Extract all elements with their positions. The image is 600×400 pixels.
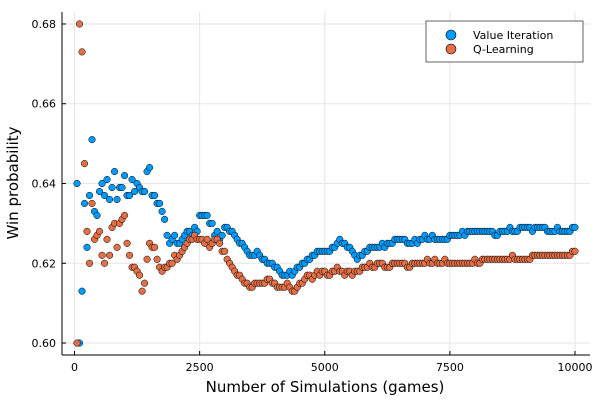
data-point-value-iteration — [121, 171, 129, 180]
x-tick-label: 2500 — [186, 361, 214, 374]
data-point-q-learning — [73, 339, 81, 347]
data-point-q-learning — [80, 160, 89, 168]
x-axis-title: Number of Simulations (games) — [206, 378, 445, 396]
data-point-value-iteration — [85, 191, 94, 200]
data-point-value-iteration — [171, 231, 179, 239]
data-point-value-iteration — [156, 199, 164, 207]
legend-label-value-iteration: Value Iteration — [473, 29, 553, 42]
data-point-q-learning — [121, 211, 129, 219]
data-point-value-iteration — [73, 179, 81, 188]
data-point-q-learning — [221, 247, 229, 255]
data-point-value-iteration — [208, 219, 216, 227]
y-tick-label: 0.64 — [32, 178, 57, 191]
data-point-value-iteration — [93, 211, 101, 219]
data-point-value-iteration — [146, 164, 154, 172]
data-point-q-learning — [151, 243, 159, 251]
data-point-value-iteration — [98, 179, 106, 188]
data-point-value-iteration — [141, 187, 149, 196]
data-point-q-learning — [106, 251, 114, 259]
data-point-value-iteration — [163, 231, 171, 239]
data-point-q-learning — [100, 259, 109, 267]
data-point-q-learning — [153, 255, 161, 263]
data-point-q-learning — [168, 259, 176, 267]
data-point-value-iteration — [213, 227, 221, 235]
data-points — [73, 20, 579, 347]
y-tick-label: 0.60 — [32, 337, 57, 350]
data-point-value-iteration — [108, 183, 116, 192]
data-point-q-learning — [98, 251, 106, 259]
data-point-value-iteration — [78, 287, 86, 295]
data-point-q-learning — [75, 20, 84, 28]
data-point-q-learning — [113, 243, 121, 251]
data-point-value-iteration — [203, 211, 211, 219]
data-point-value-iteration — [88, 136, 96, 144]
axes — [61, 12, 590, 356]
data-point-q-learning — [136, 271, 144, 279]
data-point-value-iteration — [151, 191, 159, 200]
data-point-value-iteration — [131, 187, 139, 196]
y-tick-label: 0.68 — [32, 18, 57, 31]
data-point-value-iteration — [106, 195, 114, 203]
x-tick-label: 10000 — [557, 361, 592, 374]
data-point-value-iteration — [95, 187, 104, 196]
data-point-value-iteration — [100, 191, 109, 200]
data-point-value-iteration — [83, 243, 91, 251]
data-point-q-learning — [83, 227, 91, 235]
legend: Value Iteration Q-Learning — [425, 20, 584, 63]
data-point-value-iteration — [161, 215, 169, 223]
data-point-q-learning — [103, 235, 111, 243]
y-axis-title: Win probability — [4, 126, 22, 239]
x-tick-label: 7500 — [436, 361, 464, 374]
data-point-value-iteration — [118, 183, 126, 192]
x-tick-label: 5000 — [311, 361, 339, 374]
data-point-q-learning — [216, 239, 224, 247]
data-point-value-iteration — [128, 175, 136, 184]
legend-box — [425, 20, 584, 63]
y-tick-label: 0.62 — [32, 257, 57, 270]
data-point-q-learning — [143, 255, 151, 263]
data-point-q-learning — [88, 199, 96, 207]
data-point-q-learning — [203, 235, 211, 243]
x-tick-label: 0 — [71, 361, 78, 374]
data-point-value-iteration — [571, 223, 579, 231]
data-point-value-iteration — [218, 231, 226, 239]
data-point-q-learning — [78, 48, 86, 56]
legend-marker-q-learning — [445, 43, 457, 55]
legend-marker-value-iteration — [445, 29, 457, 41]
y-tick-label: 0.66 — [32, 98, 57, 111]
data-point-q-learning — [141, 279, 149, 287]
data-point-q-learning — [126, 251, 134, 259]
data-point-q-learning — [95, 227, 104, 235]
data-point-value-iteration — [126, 191, 134, 200]
data-point-value-iteration — [111, 167, 119, 176]
legend-label-q-learning: Q-Learning — [473, 43, 534, 56]
data-point-q-learning — [571, 247, 579, 255]
data-point-value-iteration — [113, 195, 121, 203]
data-point-q-learning — [123, 239, 131, 247]
data-point-q-learning — [85, 259, 94, 267]
data-point-value-iteration — [103, 175, 111, 184]
tick-labels: 0 2500 5000 7500 10000 0.60 0.62 0.64 0.66 0.68 — [32, 18, 593, 374]
data-point-q-learning — [138, 287, 146, 295]
data-point-value-iteration — [80, 199, 89, 207]
data-point-value-iteration — [158, 207, 166, 215]
